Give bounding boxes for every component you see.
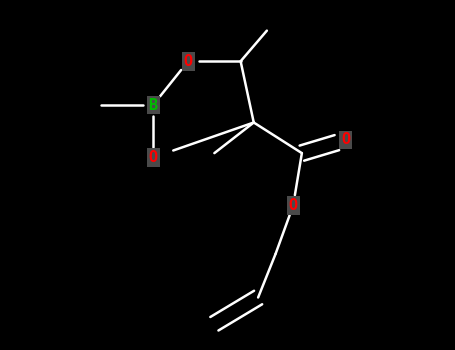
Text: O: O: [341, 133, 350, 147]
Text: O: O: [183, 54, 192, 69]
Text: O: O: [149, 150, 158, 165]
Text: B: B: [149, 98, 158, 112]
Text: O: O: [288, 198, 298, 213]
